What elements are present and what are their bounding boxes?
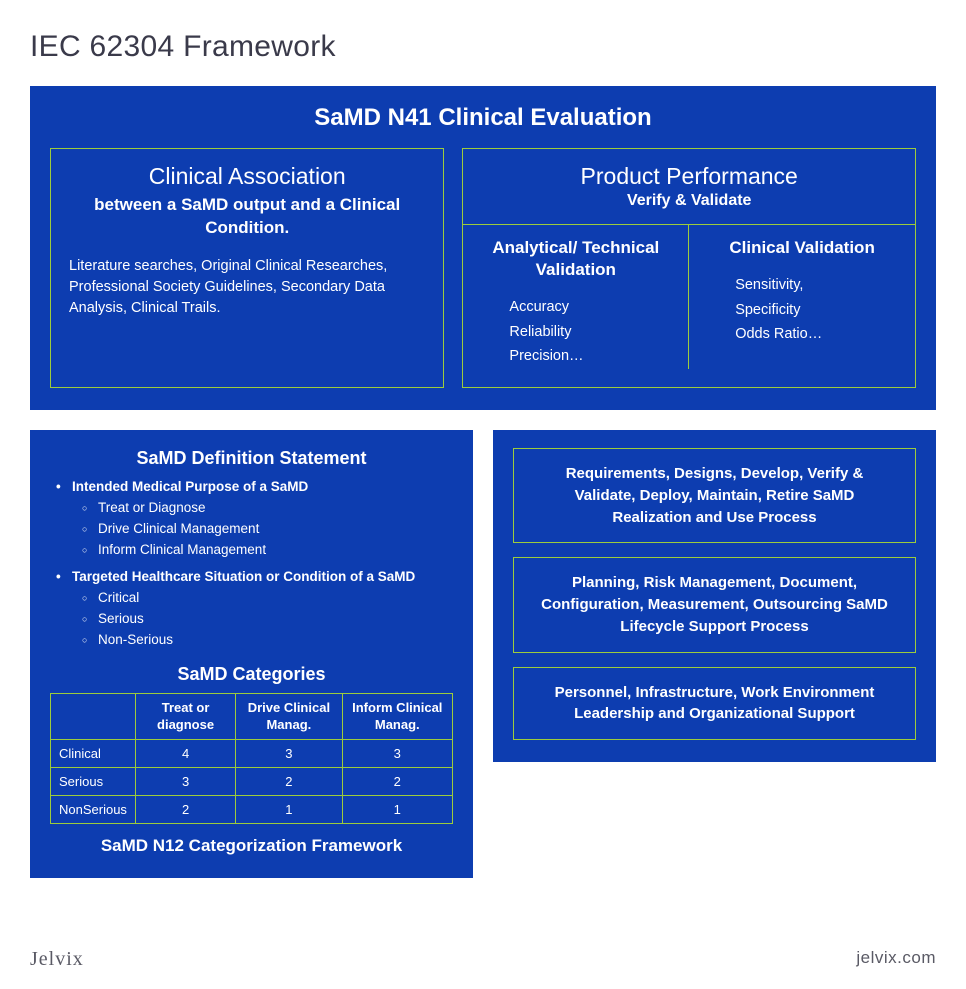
categories-footer: SaMD N12 Categorization Framework: [50, 836, 453, 856]
clinical-validation-col: Clinical Validation Sensitivity, Specifi…: [689, 225, 915, 369]
table-cell: 3: [342, 739, 452, 767]
page-title: IEC 62304 Framework: [30, 30, 936, 64]
clinical-eval-title: SaMD N41 Clinical Evaluation: [50, 104, 916, 132]
brand-logo: Jelvix: [30, 948, 84, 971]
definition-subitem: Non-Serious: [50, 630, 453, 651]
table-cell: Clinical: [51, 739, 136, 767]
analytical-validation-title: Analytical/ Technical Validation: [481, 237, 670, 281]
clinical-validation-title: Clinical Validation: [707, 237, 897, 259]
definition-subitem: Treat or Diagnose: [50, 498, 453, 519]
clinical-item: Specificity: [707, 298, 897, 323]
analytical-item: Reliability: [481, 320, 670, 345]
table-row: Clinical 4 3 3: [51, 739, 453, 767]
product-performance-title: Product Performance: [463, 163, 915, 190]
product-performance-box: Product Performance Verify & Validate An…: [462, 148, 916, 388]
processes-panel: Requirements, Designs, Develop, Verify &…: [493, 430, 936, 762]
definition-title: SaMD Definition Statement: [50, 448, 453, 469]
table-cell: 1: [342, 795, 452, 823]
table-cell: 3: [236, 739, 342, 767]
definition-subitem: Serious: [50, 609, 453, 630]
clinical-association-box: Clinical Association between a SaMD outp…: [50, 148, 444, 388]
page-footer: Jelvix jelvix.com: [30, 948, 936, 971]
clinical-item: Sensitivity,: [707, 273, 897, 298]
clinical-association-body: Literature searches, Original Clinical R…: [69, 256, 425, 319]
categories-table: Treat or diagnose Drive Clinical Manag. …: [50, 693, 453, 824]
analytical-item: Accuracy: [481, 295, 670, 320]
definition-list: Intended Medical Purpose of a SaMD Treat…: [50, 477, 453, 650]
definition-subitem: Critical: [50, 588, 453, 609]
categories-col-header: Inform Clinical Manag.: [342, 694, 452, 740]
table-cell: 1: [236, 795, 342, 823]
table-cell: NonSerious: [51, 795, 136, 823]
process-box: Planning, Risk Management, Document, Con…: [513, 557, 916, 652]
table-cell: 2: [236, 767, 342, 795]
table-cell: 2: [135, 795, 235, 823]
table-cell: Serious: [51, 767, 136, 795]
process-box: Personnel, Infrastructure, Work Environm…: [513, 667, 916, 741]
table-cell: 4: [135, 739, 235, 767]
clinical-association-title: Clinical Association: [69, 163, 425, 190]
analytical-item: Precision…: [481, 344, 670, 369]
process-box: Requirements, Designs, Develop, Verify &…: [513, 448, 916, 543]
definition-item-label: Targeted Healthcare Situation or Conditi…: [50, 567, 453, 588]
categories-title: SaMD Categories: [50, 664, 453, 685]
table-row: NonSerious 2 1 1: [51, 795, 453, 823]
clinical-item: Odds Ratio…: [707, 322, 897, 347]
categories-col-header: Treat or diagnose: [135, 694, 235, 740]
table-row: Serious 3 2 2: [51, 767, 453, 795]
categorization-panel: SaMD Definition Statement Intended Medic…: [30, 430, 473, 878]
table-cell: 2: [342, 767, 452, 795]
definition-item-label: Intended Medical Purpose of a SaMD: [50, 477, 453, 498]
brand-url: jelvix.com: [856, 948, 936, 971]
categories-col-header: [51, 694, 136, 740]
definition-subitem: Inform Clinical Management: [50, 540, 453, 561]
product-performance-subtitle: Verify & Validate: [463, 192, 915, 210]
analytical-validation-col: Analytical/ Technical Validation Accurac…: [463, 225, 689, 369]
clinical-association-subtitle: between a SaMD output and a Clinical Con…: [69, 194, 425, 240]
categories-col-header: Drive Clinical Manag.: [236, 694, 342, 740]
clinical-evaluation-panel: SaMD N41 Clinical Evaluation Clinical As…: [30, 86, 936, 410]
table-cell: 3: [135, 767, 235, 795]
definition-subitem: Drive Clinical Management: [50, 519, 453, 540]
